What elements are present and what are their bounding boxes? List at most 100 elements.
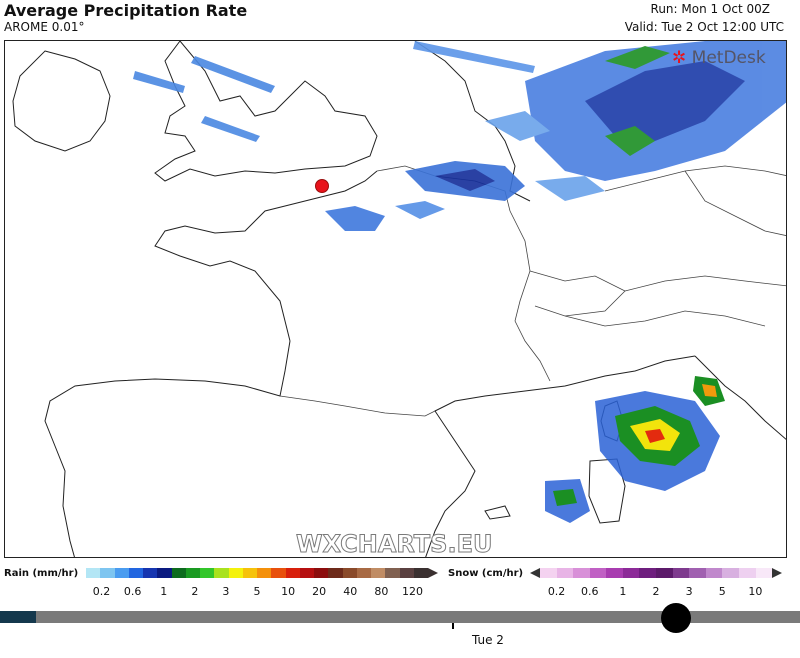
rain-swatch [413, 568, 428, 578]
snow-swatch [755, 568, 773, 578]
rain-tick-label: 2 [191, 585, 199, 598]
snow-swatch [589, 568, 607, 578]
rain-swatch [242, 568, 257, 578]
coastline-med [425, 355, 696, 557]
rain-swatch [399, 568, 414, 578]
border-france-italy [514, 320, 551, 382]
rain-bar-arrow-icon [428, 568, 438, 578]
timeline-track[interactable] [0, 611, 800, 623]
valid-time-label: Valid: Tue 2 Oct 12:00 UTC [624, 20, 784, 34]
rain-tick-label: 10 [281, 585, 296, 598]
coastline-britain [154, 41, 378, 182]
coastline-italy [694, 355, 786, 440]
border-france-germany [509, 210, 531, 322]
coastline-balearics [484, 505, 511, 520]
rain-swatch [100, 568, 115, 578]
snow-swatch [540, 568, 557, 578]
snow-swatch [656, 568, 673, 578]
snow-swatch [556, 568, 574, 578]
rain-color-bar [86, 568, 428, 578]
snow-bar-arrow-left-icon [530, 568, 540, 578]
timeline-slider-handle[interactable] [661, 603, 691, 633]
rain-band-green [605, 126, 655, 156]
rain-swatch [200, 568, 215, 578]
location-marker[interactable] [315, 179, 329, 193]
snow-tick-label: 10 [748, 585, 763, 598]
rain-band-streak-1 [133, 71, 185, 93]
border-france-spain [279, 395, 436, 417]
rain-band-northsea-core [585, 61, 745, 141]
run-label: Run: Mon 1 Oct 00Z [650, 2, 770, 16]
rain-swatch [342, 568, 357, 578]
legend: Rain (mm/hr) 0.2 0.6 1 2 3 5 10 20 40 80 120 Snow … [0, 560, 800, 600]
rain-swatch [271, 568, 286, 578]
snow-swatch [639, 568, 657, 578]
rain-band-germany [535, 176, 605, 201]
snow-swatch [705, 568, 723, 578]
border-italy-north [564, 310, 766, 327]
rain-swatch [228, 568, 243, 578]
header: Average Precipitation Rate AROME 0.01° R… [0, 0, 800, 40]
metdesk-brand: ✲ MetDesk [672, 48, 766, 68]
border-czech [684, 170, 786, 236]
rain-swatch [86, 568, 101, 578]
rain-swatch [257, 568, 272, 578]
snow-swatch [738, 568, 756, 578]
metdesk-logo-icon: ✲ [672, 48, 687, 68]
rain-swatch [356, 568, 371, 578]
rain-swatch [328, 568, 343, 578]
snow-bar-arrow-right-icon [772, 568, 782, 578]
rain-tick-label: 1 [160, 585, 168, 598]
rain-band-streak-2 [191, 56, 275, 93]
snow-swatch [606, 568, 623, 578]
rain-swatch [128, 568, 143, 578]
rain-swatch [285, 568, 300, 578]
timeline-day-tick [452, 623, 454, 629]
rain-band-green-2 [605, 46, 670, 69]
snow-tick-label: 0.2 [547, 585, 566, 598]
precipitation-map[interactable] [4, 40, 787, 558]
snow-tick-label: 1 [619, 585, 627, 598]
timeline-played [0, 611, 36, 623]
snow-tick-label: 3 [685, 585, 693, 598]
rain-tick-label: 20 [312, 585, 327, 598]
rain-swatch [299, 568, 314, 578]
storm-center [645, 429, 665, 443]
rain-swatch [157, 568, 172, 578]
rain-swatch [171, 568, 186, 578]
rain-swatch [114, 568, 129, 578]
rain-swatch [314, 568, 329, 578]
rain-band-dutch [485, 111, 550, 141]
rain-band-belgium-core [435, 169, 495, 191]
rain-tick-label: 40 [343, 585, 358, 598]
rain-legend-title: Rain (mm/hr) [4, 568, 79, 579]
wxcharts-watermark: WXCHARTS.EU [295, 530, 493, 559]
snow-tick-label: 0.6 [580, 585, 599, 598]
snow-tick-label: 5 [718, 585, 726, 598]
timeline-day-label: Tue 2 [472, 633, 504, 647]
rain-swatch [385, 568, 400, 578]
border-austria [624, 275, 786, 292]
rain-band-channel-2 [395, 201, 445, 219]
rain-tick-label: 5 [253, 585, 261, 598]
snow-tick-label: 2 [652, 585, 660, 598]
rain-swatch [143, 568, 158, 578]
rain-tick-label: 120 [401, 585, 423, 598]
coastline-biscay [44, 340, 291, 557]
snow-swatch [689, 568, 706, 578]
border-germany-east [604, 165, 786, 192]
snow-swatch [722, 568, 739, 578]
snow-swatch [672, 568, 690, 578]
rain-band-channel [325, 206, 385, 231]
map-canvas [12, 41, 786, 557]
snow-legend-title: Snow (cm/hr) [448, 568, 524, 579]
rain-swatch [371, 568, 386, 578]
coastline-france-north [154, 170, 378, 342]
snow-swatch [622, 568, 640, 578]
rain-tick-label: 3 [222, 585, 230, 598]
coastline-ireland [12, 50, 111, 152]
rain-swatch [185, 568, 200, 578]
rain-tick-label: 0.2 [92, 585, 111, 598]
model-label: AROME 0.01° [4, 20, 85, 34]
rain-tick-label: 80 [374, 585, 389, 598]
